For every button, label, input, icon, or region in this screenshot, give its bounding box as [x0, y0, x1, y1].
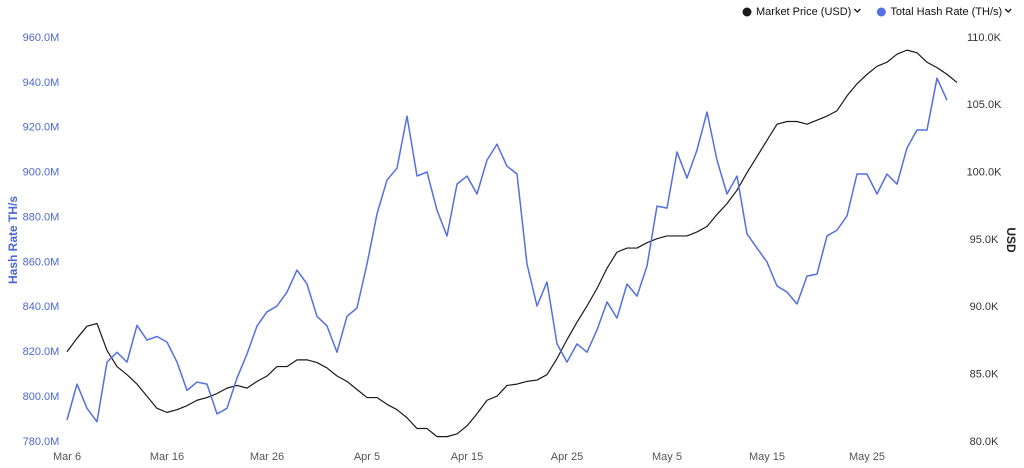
x-tick-label: Mar 26 [250, 451, 284, 463]
y2-tick-label: 100.0K [967, 167, 1003, 179]
y2-tick-label: 105.0K [967, 99, 1003, 111]
x-tick-label: May 25 [849, 451, 885, 463]
x-tick-label: May 5 [652, 451, 682, 463]
x-tick-label: Mar 16 [150, 451, 184, 463]
y-tick-label: 800.0M [23, 391, 60, 403]
series-line [66, 77, 948, 423]
y-tick-label: 860.0M [23, 256, 60, 268]
y-tick-label: 840.0M [23, 301, 60, 313]
legend-chevron [853, 8, 861, 13]
x-tick-label: May 15 [749, 451, 785, 463]
legend-swatch [742, 7, 752, 17]
x-tick-label: Apr 25 [551, 451, 583, 463]
legend-item[interactable]: Total Hash Rate (TH/s) [876, 6, 1012, 18]
legend-item[interactable]: Market Price (USD) [742, 6, 861, 18]
y-tick-label: 940.0M [23, 77, 60, 89]
legend-swatch [876, 7, 886, 17]
x-tick-label: Apr 15 [451, 451, 483, 463]
y2-tick-label: 110.0K [967, 32, 1002, 44]
series-line [66, 49, 958, 438]
legend-label: Total Hash Rate (TH/s) [890, 6, 1002, 18]
y2-tick-label: 95.0K [970, 234, 999, 246]
x-tick-label: Apr 5 [354, 451, 380, 463]
y-tick-label: 960.0M [23, 32, 60, 44]
y-tick-label: 920.0M [23, 122, 60, 134]
y-tick-label: 900.0M [23, 167, 60, 179]
legend-chevron [1004, 8, 1012, 13]
y2-axis-title: USD [1004, 227, 1018, 253]
y2-tick-label: 80.0K [970, 436, 999, 448]
y2-tick-label: 85.0K [970, 369, 999, 381]
y-tick-label: 880.0M [23, 211, 60, 223]
x-tick-label: Mar 6 [53, 451, 81, 463]
y2-tick-label: 90.0K [970, 301, 999, 313]
y-axis-title: Hash Rate TH/s [6, 196, 20, 284]
legend-label: Market Price (USD) [756, 6, 851, 18]
y-tick-label: 820.0M [23, 346, 60, 358]
y-tick-label: 780.0M [23, 436, 60, 448]
